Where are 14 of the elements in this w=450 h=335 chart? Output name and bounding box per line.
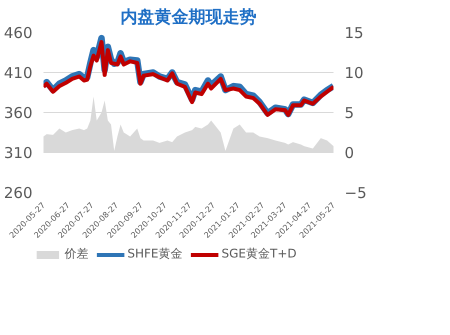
y-tick-label: 460	[4, 24, 33, 42]
legend-label: SHFE黄金	[127, 246, 182, 262]
y2-tick-label: 10	[344, 64, 364, 82]
y2-tick-label: 5	[344, 104, 354, 122]
legend-label: SGE黄金T+D	[222, 246, 297, 262]
y-tick-label: 260	[4, 184, 33, 202]
y-tick-label: 410	[4, 64, 33, 82]
chart-title: 内盘黄金期现走势	[120, 8, 256, 28]
legend-label: 价差	[64, 246, 88, 262]
y-tick-label: 310	[4, 144, 33, 162]
y2-tick-label: 15	[344, 24, 364, 42]
y2-tick-label: 0	[344, 144, 354, 162]
y-tick-label: 360	[4, 104, 33, 122]
y2-tick-label: −5	[344, 184, 367, 202]
